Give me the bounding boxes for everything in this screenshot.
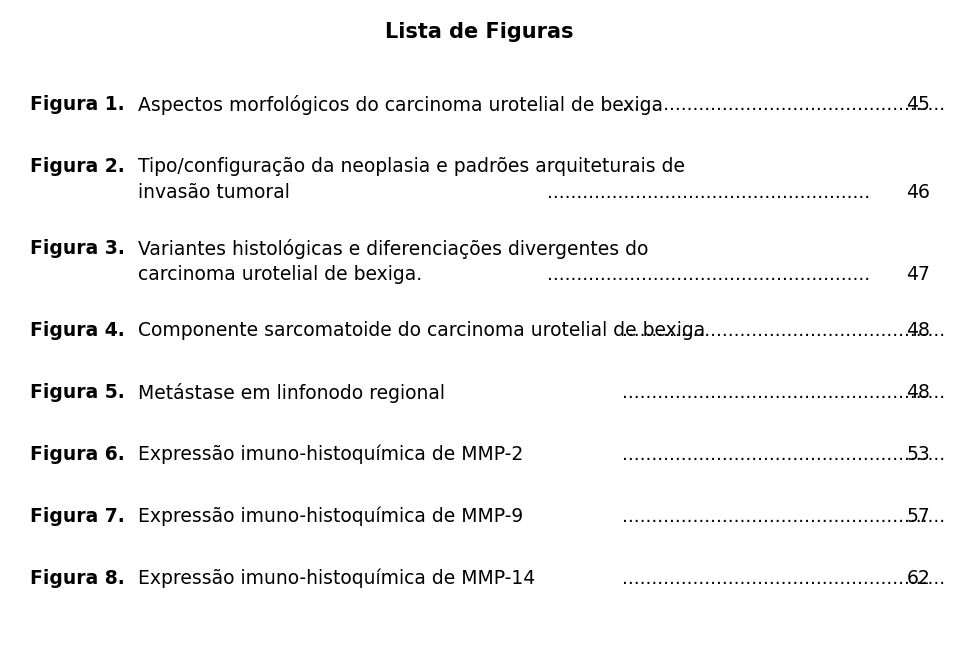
Text: Figura 5.: Figura 5. (30, 383, 125, 402)
Text: Lista de Figuras: Lista de Figuras (386, 22, 573, 42)
Text: Figura 2.: Figura 2. (30, 157, 125, 176)
Text: carcinoma urotelial de bexiga.: carcinoma urotelial de bexiga. (138, 265, 422, 284)
Text: .......................................................: ........................................… (548, 265, 871, 284)
Text: .......................................................: ........................................… (622, 321, 946, 340)
Text: .......................................................: ........................................… (622, 383, 946, 402)
Text: Figura 6.: Figura 6. (30, 445, 125, 464)
Text: .......................................................: ........................................… (622, 95, 946, 114)
Text: Expressão imuno-histoquímica de MMP-14: Expressão imuno-histoquímica de MMP-14 (138, 569, 535, 589)
Text: 53: 53 (906, 445, 930, 464)
Text: Aspectos morfológicos do carcinoma urotelial de bexiga: Aspectos morfológicos do carcinoma urote… (138, 95, 663, 115)
Text: Variantes histológicas e diferenciações divergentes do: Variantes histológicas e diferenciações … (138, 239, 648, 259)
Text: invasão tumoral: invasão tumoral (138, 183, 290, 202)
Text: 46: 46 (906, 183, 930, 202)
Text: 62: 62 (906, 569, 930, 588)
Text: Figura 4.: Figura 4. (30, 321, 125, 340)
Text: .......................................................: ........................................… (622, 445, 946, 464)
Text: .......................................................: ........................................… (548, 183, 871, 202)
Text: .......................................................: ........................................… (622, 507, 946, 526)
Text: Figura 3.: Figura 3. (30, 239, 125, 258)
Text: Expressão imuno-histoquímica de MMP-9: Expressão imuno-histoquímica de MMP-9 (138, 507, 524, 526)
Text: Expressão imuno-histoquímica de MMP-2: Expressão imuno-histoquímica de MMP-2 (138, 445, 524, 464)
Text: Figura 7.: Figura 7. (30, 507, 125, 526)
Text: 47: 47 (906, 265, 930, 284)
Text: Componente sarcomatoide do carcinoma urotelial de bexiga: Componente sarcomatoide do carcinoma uro… (138, 321, 705, 340)
Text: Figura 8.: Figura 8. (30, 569, 125, 588)
Text: 48: 48 (906, 383, 930, 402)
Text: Figura 1.: Figura 1. (30, 95, 125, 114)
Text: Metástase em linfonodo regional: Metástase em linfonodo regional (138, 383, 445, 403)
Text: 57: 57 (906, 507, 930, 526)
Text: 48: 48 (906, 321, 930, 340)
Text: 45: 45 (906, 95, 930, 114)
Text: Tipo/configuração da neoplasia e padrões arquiteturais de: Tipo/configuração da neoplasia e padrões… (138, 157, 685, 176)
Text: .......................................................: ........................................… (622, 569, 946, 588)
